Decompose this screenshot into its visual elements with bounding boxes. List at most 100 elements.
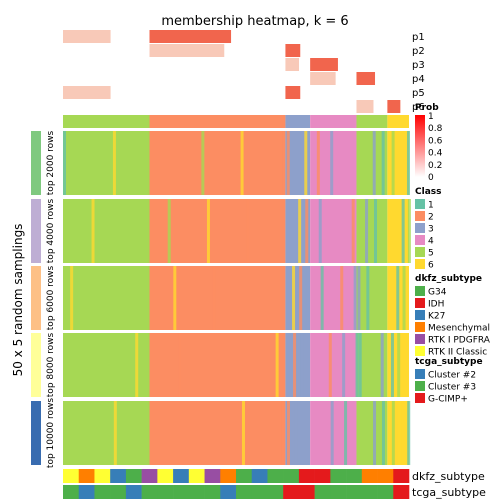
membership-stripe [381, 131, 385, 195]
membership-stripe [367, 333, 371, 397]
dkfz-subtype-cell [110, 469, 127, 483]
prob-cell [285, 58, 300, 71]
dkfz-subtype-cell [125, 469, 142, 483]
tcga-subtype-cell [330, 485, 347, 499]
membership-block [149, 131, 286, 195]
membership-stripe [372, 131, 376, 195]
tcga-subtype-cell [377, 485, 394, 499]
class-legend-label: 1 [428, 201, 434, 211]
membership-stripe [406, 131, 410, 195]
dkfz-subtype-cell [63, 469, 80, 483]
membership-stripe [380, 333, 384, 397]
membership-block [387, 131, 409, 195]
track-label: dkfz_subtype [412, 470, 485, 483]
membership-block [149, 333, 286, 397]
prob-row-bg [63, 86, 409, 99]
dkfz-subtype-cell [236, 469, 253, 483]
dkfz-subtype-cell [330, 469, 347, 483]
class-segment [356, 115, 388, 128]
dkfz-subtype-cell [141, 469, 158, 483]
membership-stripe [330, 401, 334, 465]
legend-title: tcga_subtype [415, 357, 483, 367]
dkfz-legend-label: RTK I PDGFRA [428, 336, 491, 346]
membership-block [63, 199, 150, 263]
group-label: top 6000 rows [46, 265, 56, 330]
membership-stripe [318, 199, 322, 263]
prob-cell [149, 30, 232, 43]
prob-tick-label: 0.2 [428, 161, 442, 171]
prob-row-bg [63, 30, 409, 43]
tcga-legend-label: Cluster #2 [428, 371, 476, 381]
membership-stripe [246, 199, 250, 263]
membership-stripe [112, 131, 116, 195]
membership-stripe [66, 199, 70, 263]
dkfz-subtype-cell [314, 469, 331, 483]
membership-block [63, 401, 150, 465]
tcga-subtype-cell [283, 485, 300, 499]
class-legend-swatch [415, 199, 425, 209]
dkfz-legend-label: K27 [428, 312, 445, 322]
membership-block [387, 199, 409, 263]
tcga-subtype-cell [173, 485, 190, 499]
membership-stripe [212, 266, 216, 330]
dkfz-subtype-cell [346, 469, 363, 483]
membership-stripe [300, 333, 304, 397]
membership-stripe [299, 266, 303, 330]
tcga-legend-label: Cluster #3 [428, 383, 476, 393]
prob-cell [310, 58, 338, 71]
prob-row-label: p3 [412, 60, 425, 71]
tcga-subtype-cell [361, 485, 378, 499]
prob-tick-label: 0.8 [428, 124, 443, 134]
prob-cell [285, 44, 301, 57]
prob-tick-label: 0.4 [428, 149, 443, 159]
tcga-legend-swatch [415, 393, 425, 403]
membership-stripe [391, 131, 395, 195]
prob-tick-label: 1 [428, 112, 434, 122]
tcga-subtype-cell [251, 485, 268, 499]
prob-row-label: p4 [412, 74, 425, 85]
tcga-subtype-cell [110, 485, 127, 499]
membership-stripe [287, 199, 291, 263]
dkfz-subtype-cell [393, 469, 410, 483]
membership-stripe [401, 199, 405, 263]
membership-block [310, 333, 357, 397]
dkfz-subtype-cell [251, 469, 268, 483]
class-legend-label: 4 [428, 237, 434, 247]
dkfz-legend-swatch [415, 334, 425, 344]
class-segment [387, 115, 409, 128]
prob-cell [387, 100, 401, 113]
membership-stripe [359, 401, 363, 465]
membership-stripe [390, 333, 394, 397]
tcga-legend-swatch [415, 381, 425, 391]
membership-stripe [373, 199, 377, 263]
prob-cell [63, 30, 111, 43]
prob-cell [63, 86, 111, 99]
class-legend-swatch [415, 235, 425, 245]
tcga-subtype-cell [157, 485, 174, 499]
legend-title: dkfz_subtype [415, 274, 482, 284]
membership-block [285, 266, 311, 330]
dkfz-legend-label: Mesenchymal [428, 324, 490, 334]
membership-stripe [294, 401, 298, 465]
membership-stripe [366, 266, 370, 330]
group-label: top 10000 rows [46, 398, 56, 468]
class-bar [63, 115, 409, 128]
membership-stripe [286, 401, 290, 465]
membership-stripe [402, 266, 406, 330]
membership-block [63, 131, 150, 195]
membership-stripe [391, 401, 395, 465]
prob-row-label: p5 [412, 88, 425, 99]
group-label: top 8000 rows [46, 332, 56, 397]
membership-stripe [357, 266, 361, 330]
group-label: top 4000 rows [46, 198, 56, 263]
dkfz-legend-swatch [415, 310, 425, 320]
membership-stripe [407, 199, 411, 263]
membership-stripe [373, 401, 377, 465]
class-legend-label: 3 [428, 225, 434, 235]
prob-cell [285, 86, 301, 99]
class-legend-swatch [415, 247, 425, 257]
dkfz-subtype-cell [298, 469, 315, 483]
prob-row-label: p2 [412, 46, 425, 57]
tcga-subtype-cell [220, 485, 237, 499]
membership-stripe [167, 199, 171, 263]
